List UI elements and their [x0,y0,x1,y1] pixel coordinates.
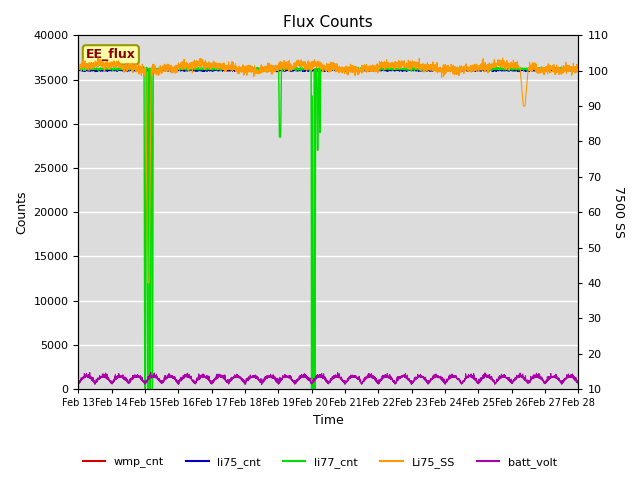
Text: EE_flux: EE_flux [86,48,136,61]
Legend: wmp_cnt, li75_cnt, li77_cnt, Li75_SS, batt_volt: wmp_cnt, li75_cnt, li77_cnt, Li75_SS, ba… [78,452,562,472]
Y-axis label: 7500 SS: 7500 SS [612,186,625,238]
Y-axis label: Counts: Counts [15,191,28,234]
X-axis label: Time: Time [313,414,344,427]
Title: Flux Counts: Flux Counts [284,15,373,30]
